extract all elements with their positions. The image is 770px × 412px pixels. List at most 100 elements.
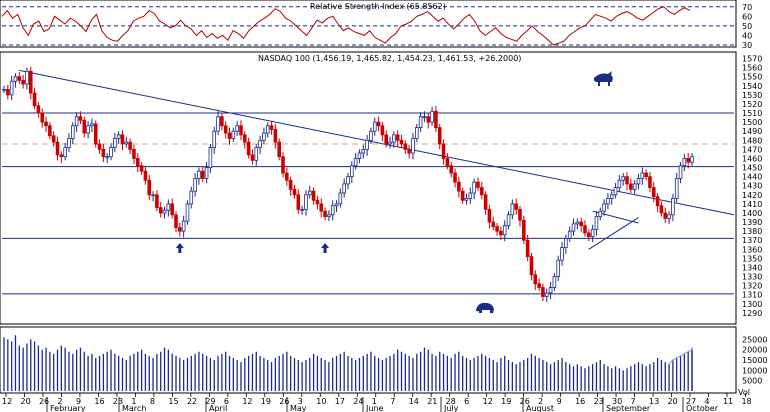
price-bar-body — [2, 89, 6, 91]
price-bar-body — [502, 225, 507, 236]
price-bar-body — [97, 143, 102, 150]
price-bar-body — [640, 172, 645, 179]
price-bar-body — [648, 176, 652, 188]
x-tick-label: 19 — [261, 397, 271, 406]
price-bar-body — [17, 76, 22, 81]
price-bar-body — [453, 172, 457, 183]
price-bar-body — [418, 116, 423, 128]
price-bar-body — [552, 276, 557, 288]
price-bar-body — [166, 203, 171, 211]
price-bar-body — [265, 125, 270, 134]
price-bar-body — [151, 194, 155, 197]
price-bar-body — [208, 147, 213, 168]
price-tick-label: 1330 — [742, 273, 762, 282]
price-tick-label: 1410 — [742, 200, 762, 209]
price-bar-body — [556, 259, 561, 277]
price-tick-label: 1310 — [742, 291, 762, 300]
price-bar-body — [575, 221, 580, 225]
x-tick-label: 29 — [205, 397, 215, 406]
x-tick-label: 19 — [501, 397, 511, 406]
price-bar-body — [40, 112, 45, 123]
price-bar-body — [537, 283, 541, 288]
price-bar-body — [384, 134, 389, 145]
price-bar-body — [629, 183, 633, 190]
price-bar-body — [231, 130, 236, 139]
price-bar-body — [460, 190, 465, 201]
x-tick-label: 6 — [464, 397, 469, 406]
price-bar-body — [403, 143, 408, 150]
price-bar-body — [327, 214, 331, 218]
price-bar-body — [296, 194, 301, 210]
price-bar-body — [273, 129, 278, 143]
price-tick-label: 1470 — [742, 145, 762, 154]
price-bar-body — [414, 127, 419, 139]
price-tick-label: 1440 — [742, 173, 762, 182]
price-bar-body — [101, 148, 106, 158]
price-bar-body — [686, 158, 690, 163]
volume-tick-label: 20000 — [742, 346, 767, 355]
x-tick-label: 12 — [483, 397, 493, 406]
price-tick-label: 1380 — [742, 227, 762, 236]
x-tick-label: 26 — [39, 397, 49, 406]
price-bar-body — [437, 127, 442, 145]
x-tick-label: 2 — [57, 397, 62, 406]
price-bar-body — [220, 116, 224, 127]
price-tick-label: 1530 — [742, 91, 762, 100]
x-tick-label: 2 — [538, 397, 543, 406]
price-bar-body — [609, 194, 614, 199]
price-bar-body — [135, 158, 140, 167]
x-tick-label: 26 — [279, 397, 289, 406]
price-bar-body — [48, 125, 52, 137]
price-bar-body — [155, 194, 159, 208]
price-bar-body — [323, 210, 327, 218]
x-tick-label: 28 — [446, 397, 456, 406]
price-bar-body — [483, 194, 488, 210]
price-bar-body — [376, 121, 381, 127]
price-bar-body — [525, 239, 530, 257]
price-bar-body — [242, 134, 247, 143]
x-tick-label: 9 — [76, 397, 81, 406]
price-tick-label: 1340 — [742, 263, 762, 272]
volume-tick-label: 15000 — [742, 356, 767, 365]
x-tick-label: 16 — [94, 397, 104, 406]
price-bar-body — [120, 134, 125, 145]
x-tick-label: 4 — [704, 397, 709, 406]
price-tick-label: 1520 — [742, 100, 762, 109]
price-panel — [0, 51, 737, 325]
rsi-tick-label: 50 — [742, 22, 752, 31]
price-bar-body — [292, 188, 297, 196]
x-tick-label: 18 — [741, 397, 751, 406]
month-label: September — [606, 404, 651, 412]
volume-tick-label: 10000 — [742, 366, 767, 375]
price-bar-body — [495, 226, 499, 232]
price-bar-body — [55, 141, 60, 156]
price-bar-body — [682, 158, 687, 167]
price-bar-body — [529, 256, 534, 276]
price-bar-body — [162, 209, 167, 214]
price-bar-body — [587, 232, 591, 238]
x-tick-label: 30 — [612, 397, 622, 406]
price-bar-body — [78, 116, 83, 121]
price-bar-body — [258, 139, 262, 148]
price-bar-body — [158, 207, 163, 214]
x-tick-label: 6 — [224, 397, 229, 406]
price-tick-label: 1510 — [742, 109, 762, 118]
price-tick-label: 1490 — [742, 127, 762, 136]
price-tick-label: 1300 — [742, 300, 762, 309]
price-bar-body — [212, 130, 217, 148]
price-bar-body — [262, 132, 266, 141]
price-bar-body — [346, 176, 350, 185]
x-tick-label: 1 — [131, 397, 136, 406]
price-bar-body — [678, 165, 683, 179]
price-bar-body — [28, 70, 33, 94]
price-bar-body — [319, 203, 324, 212]
price-bar-body — [82, 119, 87, 134]
price-bar-body — [170, 203, 174, 216]
price-bar-body — [598, 210, 603, 218]
price-bar-body — [174, 214, 178, 228]
price-bar-body — [254, 147, 259, 161]
price-bar-body — [36, 105, 41, 114]
price-tick-label: 1570 — [742, 55, 762, 64]
price-bar-body — [330, 205, 335, 216]
rsi-line — [1, 6, 691, 46]
